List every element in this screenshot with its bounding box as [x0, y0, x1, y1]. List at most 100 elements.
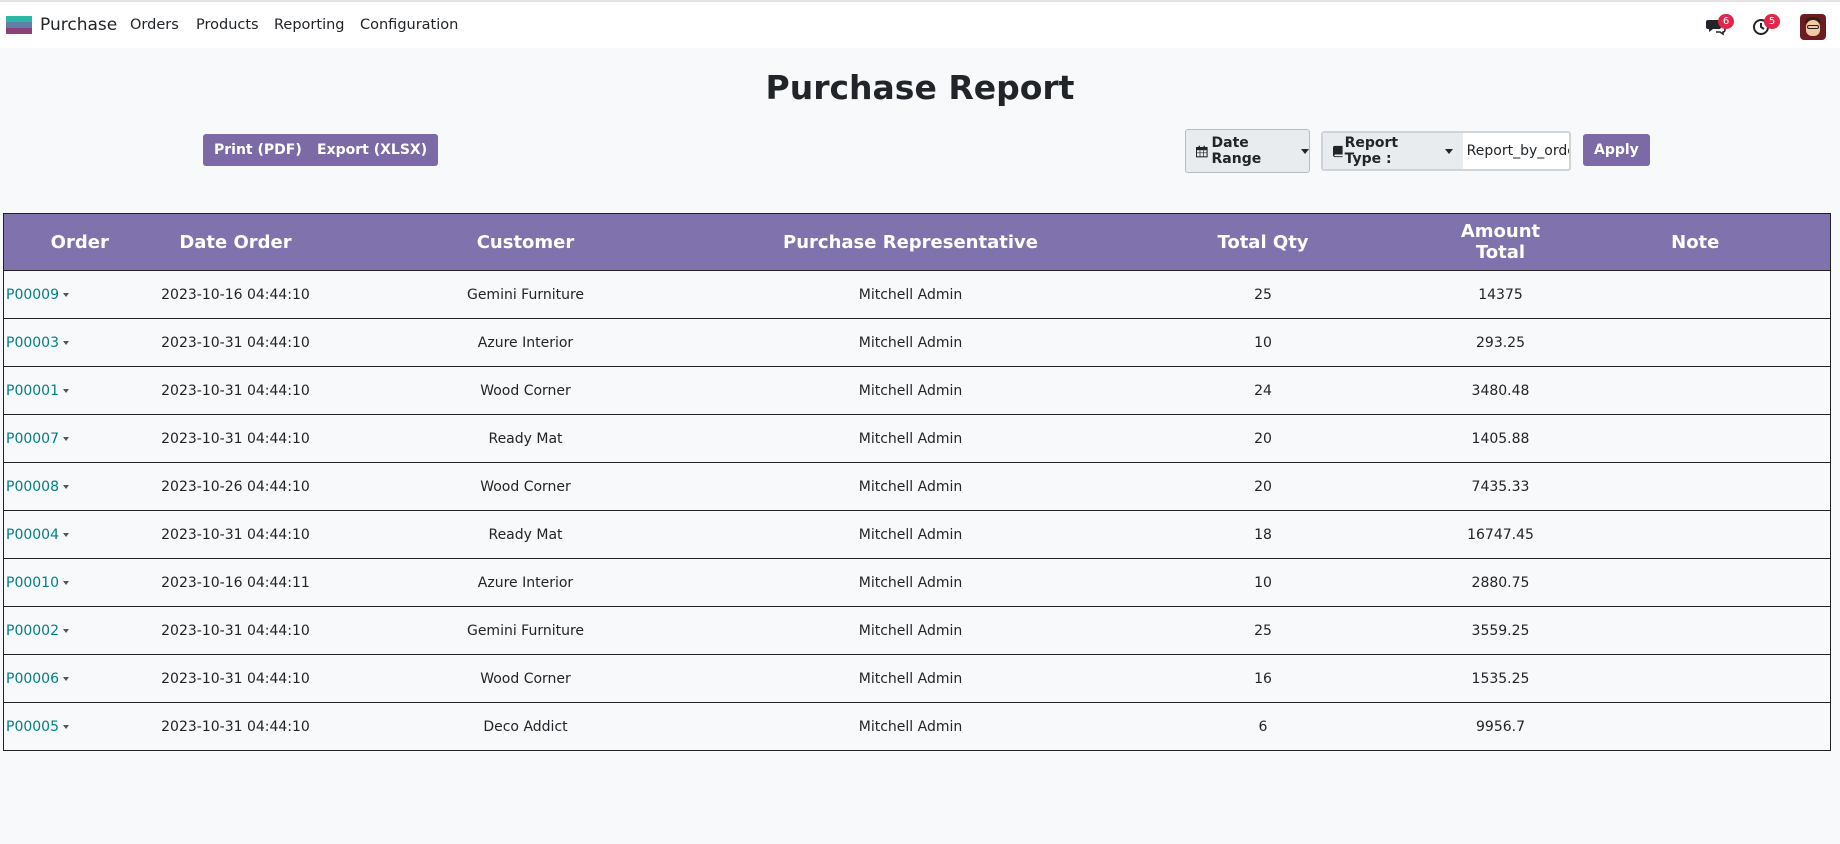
date-cell: 2023-10-31 04:44:10 — [155, 702, 316, 751]
menu-orders[interactable]: Orders — [130, 17, 179, 33]
app-logo-icon[interactable] — [6, 16, 32, 34]
customer-cell: Gemini Furniture — [315, 270, 736, 319]
note-cell — [1560, 414, 1831, 463]
date-cell: 2023-10-31 04:44:10 — [155, 366, 316, 415]
caret-down-icon[interactable] — [62, 388, 69, 393]
menu-configuration[interactable]: Configuration — [360, 17, 459, 33]
report-type-dropdown[interactable]: Report Type : — [1323, 133, 1463, 169]
navbar: Purchase Orders Products Reporting Confi… — [0, 2, 1840, 48]
activities-badge: 5 — [1764, 14, 1780, 29]
app-name[interactable]: Purchase — [40, 15, 118, 35]
table-row: P00003 2023-10-31 04:44:10 Azure Interior M… — [3, 318, 1831, 367]
caret-down-icon[interactable] — [62, 292, 69, 297]
note-cell — [1560, 462, 1831, 511]
activities-button[interactable]: 5 — [1752, 14, 1780, 36]
caret-down-icon[interactable] — [62, 436, 69, 441]
customer-cell: Deco Addict — [315, 702, 736, 751]
rep-cell: Mitchell Admin — [735, 270, 1086, 319]
amount-cell: 293.25 — [1440, 318, 1561, 367]
order-link[interactable]: P00004 — [6, 526, 59, 543]
customer-cell: Gemini Furniture — [315, 606, 736, 655]
caret-down-icon[interactable] — [62, 676, 69, 681]
apply-button[interactable]: Apply — [1583, 134, 1650, 166]
note-cell — [1560, 654, 1831, 703]
amount-cell: 3559.25 — [1440, 606, 1561, 655]
amount-cell: 7435.33 — [1440, 462, 1561, 511]
header-date-order: Date Order — [155, 213, 316, 271]
qty-cell: 20 — [1085, 462, 1441, 511]
order-link[interactable]: P00001 — [6, 382, 59, 399]
date-cell: 2023-10-31 04:44:10 — [155, 318, 316, 367]
order-cell[interactable]: P00010 — [3, 558, 156, 607]
header-total-qty: Total Qty — [1085, 213, 1441, 271]
order-link[interactable]: P00005 — [6, 718, 59, 735]
caret-down-icon[interactable] — [62, 532, 69, 537]
table-row: P00006 2023-10-31 04:44:10 Wood Corner Mitc… — [3, 654, 1831, 703]
header-purchase-representative: Purchase Representative — [735, 213, 1086, 271]
customer-cell: Azure Interior — [315, 558, 736, 607]
rep-cell: Mitchell Admin — [735, 606, 1086, 655]
rep-cell: Mitchell Admin — [735, 702, 1086, 751]
caret-down-icon[interactable] — [62, 580, 69, 585]
date-cell: 2023-10-16 04:44:11 — [155, 558, 316, 607]
rep-cell: Mitchell Admin — [735, 462, 1086, 511]
order-link[interactable]: P00010 — [6, 574, 59, 591]
order-link[interactable]: P00006 — [6, 670, 59, 687]
order-cell[interactable]: P00007 — [3, 414, 156, 463]
amount-cell: 2880.75 — [1440, 558, 1561, 607]
caret-down-icon[interactable] — [62, 484, 69, 489]
note-cell — [1560, 606, 1831, 655]
messages-button[interactable]: 6 — [1706, 14, 1734, 36]
calendar-icon — [1196, 145, 1208, 157]
table-row: P00002 2023-10-31 04:44:10 Gemini Furnitur… — [3, 606, 1831, 655]
report-type-selector[interactable]: Report Type : Report_by_order — [1321, 131, 1571, 171]
order-cell[interactable]: P00001 — [3, 366, 156, 415]
date-cell: 2023-10-26 04:44:10 — [155, 462, 316, 511]
order-cell[interactable]: P00005 — [3, 702, 156, 751]
customer-cell: Ready Mat — [315, 414, 736, 463]
qty-cell: 10 — [1085, 318, 1441, 367]
print-pdf-button[interactable]: Print (PDF) — [203, 134, 313, 166]
order-cell[interactable]: P00008 — [3, 462, 156, 511]
rep-cell: Mitchell Admin — [735, 558, 1086, 607]
date-cell: 2023-10-31 04:44:10 — [155, 510, 316, 559]
order-cell[interactable]: P00002 — [3, 606, 156, 655]
caret-down-icon[interactable] — [62, 340, 69, 345]
menu-reporting[interactable]: Reporting — [274, 17, 345, 33]
export-xlsx-button[interactable]: Export (XLSX) — [306, 134, 439, 166]
page-title: Purchase Report — [765, 68, 1075, 107]
caret-down-icon[interactable] — [62, 724, 69, 729]
qty-cell: 25 — [1085, 270, 1441, 319]
rep-cell: Mitchell Admin — [735, 510, 1086, 559]
order-link[interactable]: P00009 — [6, 286, 59, 303]
amount-cell: 16747.45 — [1440, 510, 1561, 559]
qty-cell: 16 — [1085, 654, 1441, 703]
order-cell[interactable]: P00009 — [3, 270, 156, 319]
order-cell[interactable]: P00003 — [3, 318, 156, 367]
messages-badge: 6 — [1718, 14, 1734, 29]
order-link[interactable]: P00003 — [6, 334, 59, 351]
date-range-dropdown[interactable]: Date Range — [1185, 129, 1310, 173]
order-link[interactable]: P00002 — [6, 622, 59, 639]
header-note: Note — [1560, 213, 1831, 271]
caret-down-icon — [1444, 148, 1453, 154]
order-link[interactable]: P00007 — [6, 430, 59, 447]
table-row: P00009 2023-10-16 04:44:10 Gemini Furnitur… — [3, 270, 1831, 319]
table-row: P00005 2023-10-31 04:44:10 Deco Addict Mitc… — [3, 702, 1831, 751]
order-cell[interactable]: P00004 — [3, 510, 156, 559]
avatar[interactable] — [1800, 14, 1826, 40]
table-row: P00007 2023-10-31 04:44:10 Ready Mat Mitche… — [3, 414, 1831, 463]
qty-cell: 25 — [1085, 606, 1441, 655]
caret-down-icon[interactable] — [62, 628, 69, 633]
customer-cell: Wood Corner — [315, 462, 736, 511]
table-row: P00004 2023-10-31 04:44:10 Ready Mat Mitche… — [3, 510, 1831, 559]
order-link[interactable]: P00008 — [6, 478, 59, 495]
table-header-row: Order Date Order Customer Purchase Repre… — [3, 213, 1831, 271]
header-order: Order — [3, 213, 156, 271]
report-type-value: Report_by_order — [1466, 143, 1569, 159]
menu-products[interactable]: Products — [196, 17, 259, 33]
order-cell[interactable]: P00006 — [3, 654, 156, 703]
qty-cell: 24 — [1085, 366, 1441, 415]
amount-cell: 1405.88 — [1440, 414, 1561, 463]
table-row: P00008 2023-10-26 04:44:10 Wood Corner Mitc… — [3, 462, 1831, 511]
